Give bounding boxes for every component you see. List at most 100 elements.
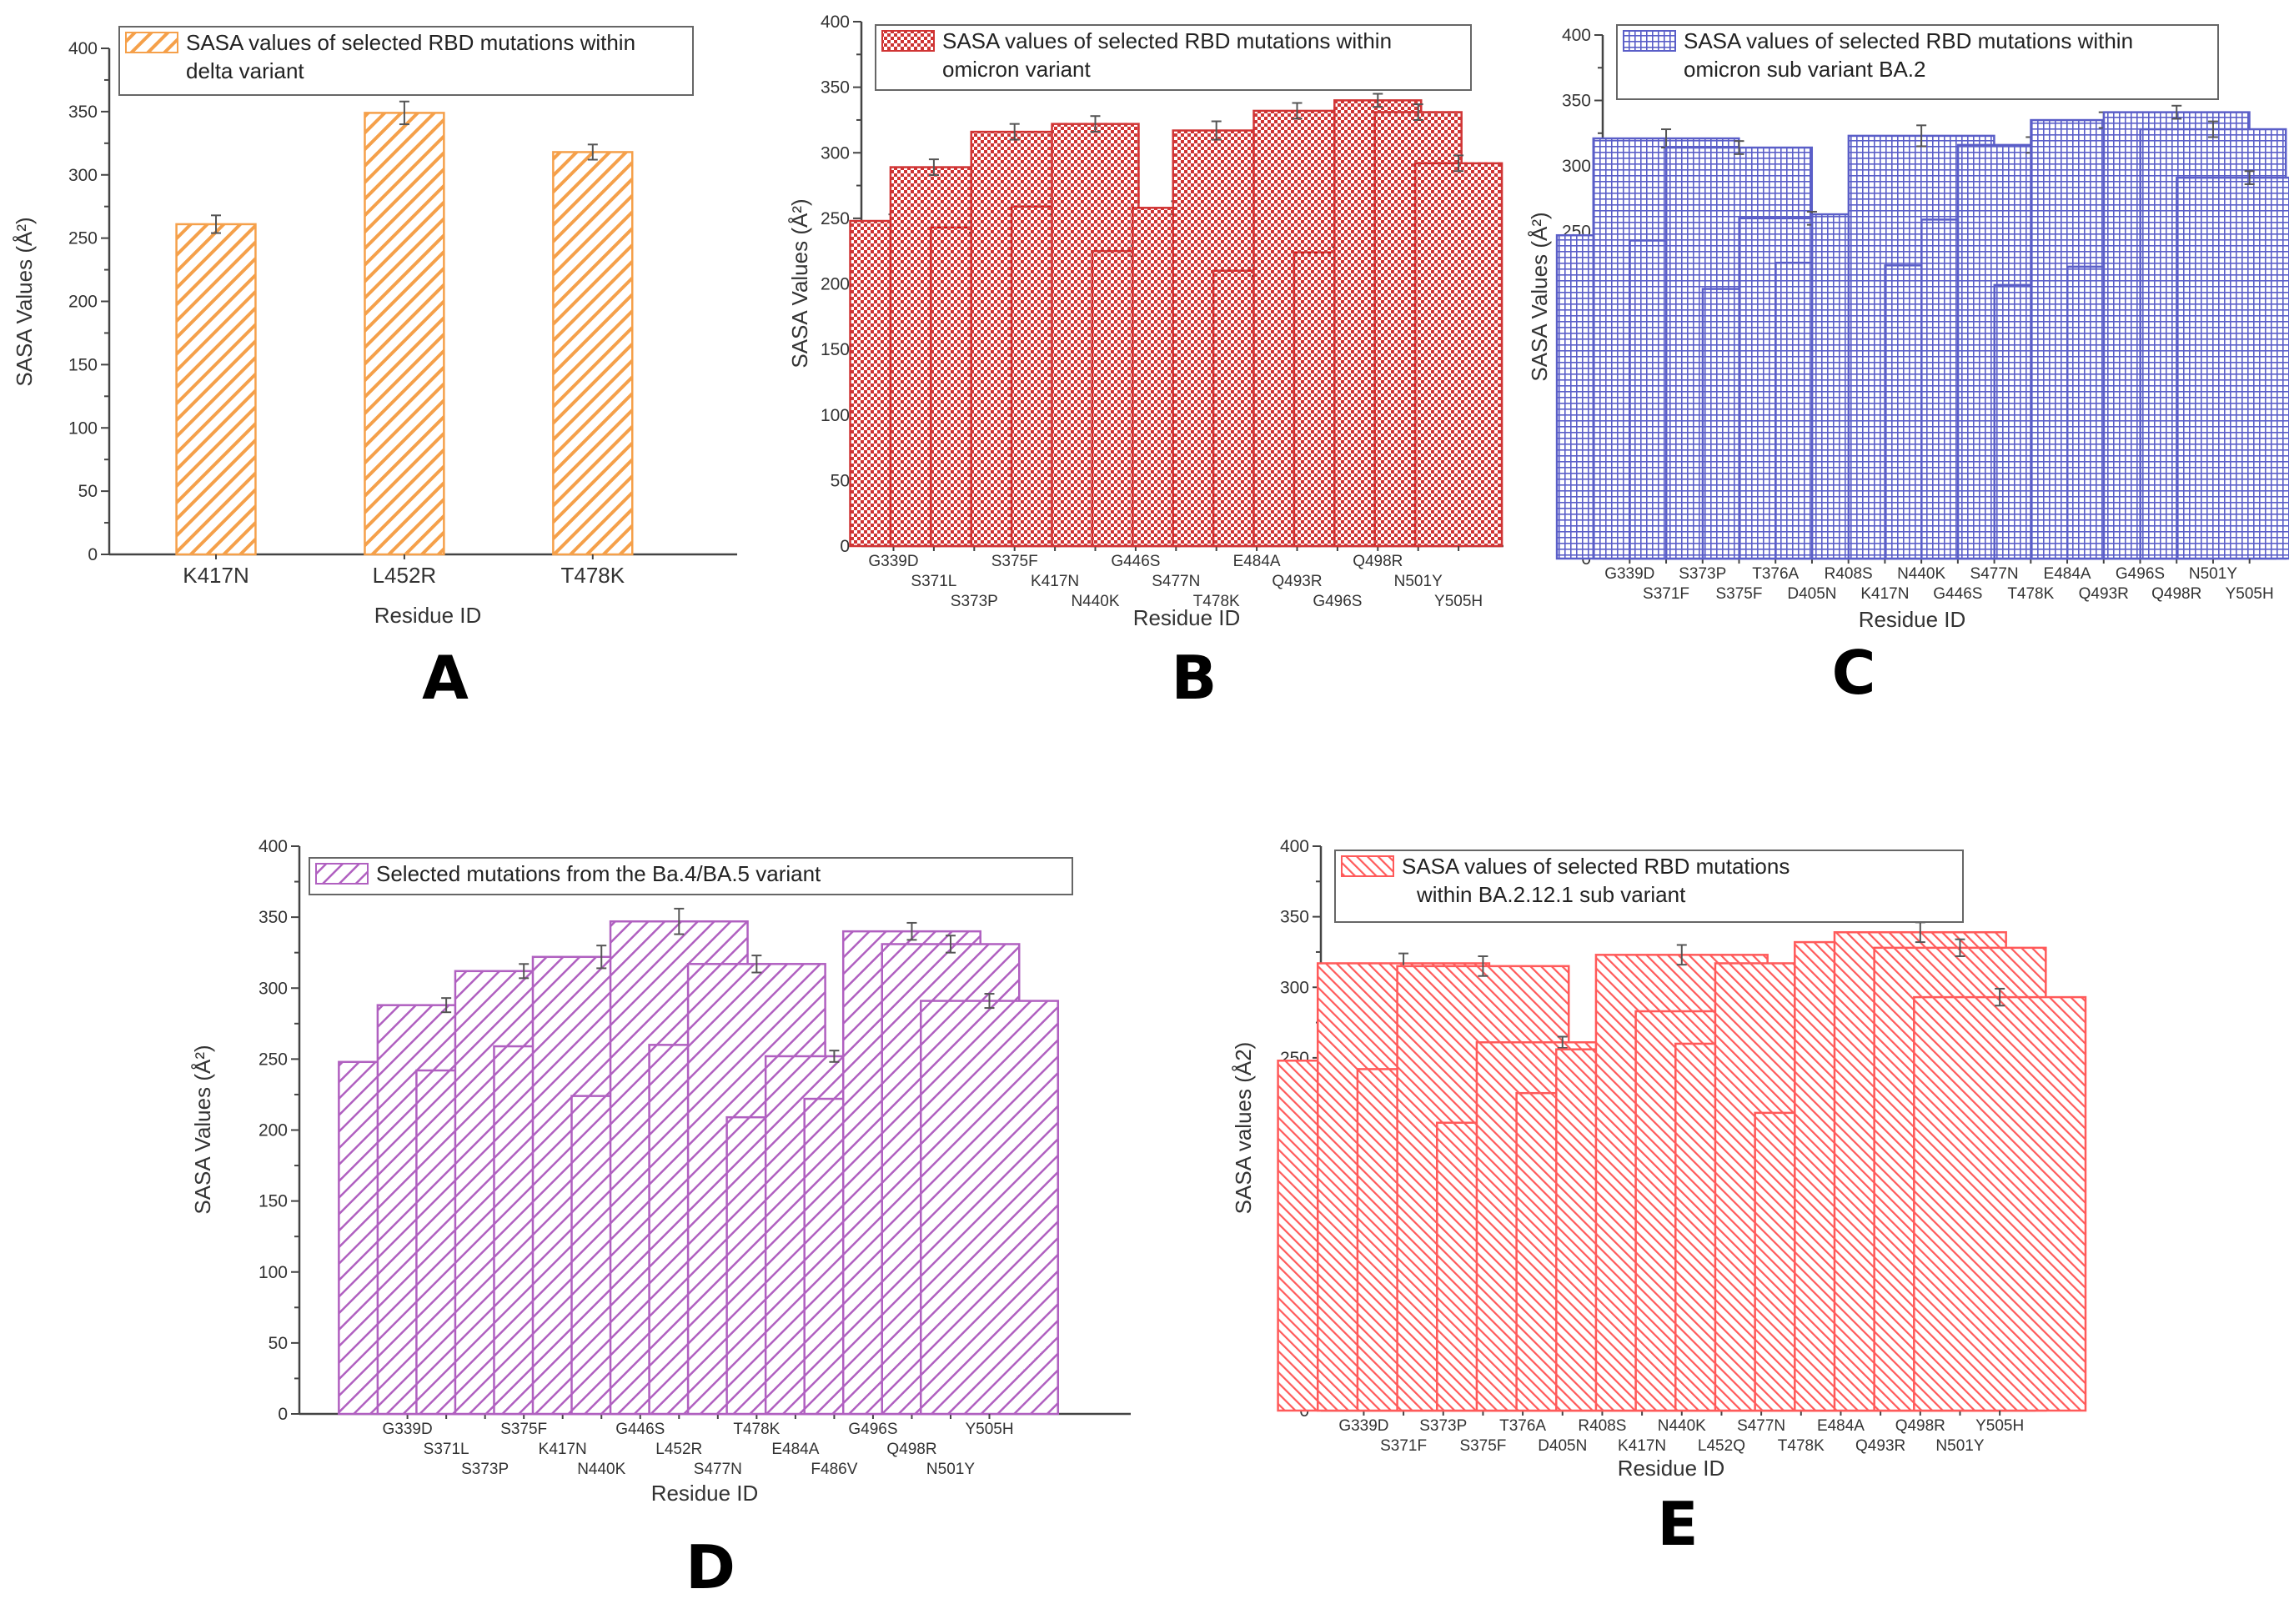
- legend-text: SASA values of selected RBD mutations wi…: [1684, 28, 2133, 53]
- x-tick-label: T478K: [1778, 1437, 1825, 1455]
- legend-swatch: [881, 30, 935, 52]
- x-tick-label: S477N: [1152, 573, 1200, 590]
- panel-label: E: [1657, 1489, 1698, 1559]
- legend-box: [1334, 850, 1964, 923]
- x-axis-title: Residue ID: [1859, 607, 1966, 632]
- legend: Selected mutations from the Ba.4/BA.5 va…: [309, 857, 1073, 895]
- y-axis-title: SASA Values (Å²): [12, 217, 37, 386]
- x-tick-label: N440K: [577, 1461, 625, 1478]
- x-tick-label: Q498R: [1895, 1417, 1945, 1435]
- legend: SASA values of selected RBD mutations wi…: [875, 24, 1472, 91]
- legend-text: Selected mutations from the Ba.4/BA.5 va…: [376, 861, 821, 886]
- x-tick-label: T478K: [1193, 593, 1240, 610]
- legend-box: [875, 24, 1472, 91]
- panel-label: D: [685, 1532, 735, 1602]
- y-tick-label: 400: [1562, 26, 1591, 45]
- x-tick-label: G339D: [383, 1421, 433, 1438]
- x-tick-label: K417N: [183, 563, 249, 588]
- x-axis-title: Residue ID: [374, 603, 482, 628]
- y-tick-label: 300: [68, 166, 98, 185]
- x-tick-label: G339D: [1604, 565, 1654, 583]
- x-axis-title: Residue ID: [1618, 1456, 1725, 1481]
- x-axis-title: Residue ID: [651, 1481, 759, 1506]
- x-tick-label: N501Y: [1935, 1437, 1984, 1455]
- y-tick-label: 150: [259, 1192, 288, 1211]
- x-tick-label: S477N: [1737, 1417, 1785, 1435]
- x-tick-label: K417N: [1618, 1437, 1666, 1455]
- chart-panel-a: 0 50 100 150 200 250 300 350 400 K417N L452R T478K R…: [12, 26, 737, 713]
- legend-text: SASA values of selected RBD mutations: [1402, 854, 1790, 879]
- y-tick-label: 400: [68, 39, 98, 58]
- x-tick-label: S375F: [991, 553, 1038, 570]
- x-tick-label: S371F: [1380, 1437, 1427, 1455]
- y-tick-label: 100: [821, 406, 850, 425]
- legend: SASA values of selected RBD mutations wi…: [118, 26, 694, 96]
- y-tick-label: 250: [821, 209, 850, 228]
- x-tick-label: Y505H: [965, 1421, 1013, 1438]
- legend-text: within BA.2.12.1 sub variant: [1416, 882, 1686, 907]
- panel-label: B: [1172, 643, 1217, 713]
- bar-T478K: [552, 151, 634, 556]
- x-tick-label: G496S: [1313, 593, 1362, 610]
- y-tick-label: 400: [821, 13, 850, 32]
- x-tick-label: N440K: [1658, 1417, 1706, 1435]
- x-tick-label: R408S: [1825, 565, 1873, 583]
- bar-Y505H: [1413, 162, 1503, 548]
- y-tick-label: 400: [259, 837, 288, 856]
- x-tick-label: S375F: [1459, 1437, 1506, 1455]
- x-tick-label: G446S: [1933, 585, 1982, 603]
- x-tick-label: N440K: [1071, 593, 1119, 610]
- x-tick-label: S375F: [1716, 585, 1763, 603]
- chart-panel-b: 0 50 100 150 200 250 300 350 400 G339D S371L S373P S…: [787, 13, 1503, 713]
- chart-panel-e: 050100150200250300350400G339DS371FS373PS…: [1231, 837, 2087, 1559]
- bar-Y505H: [920, 1000, 1060, 1416]
- legend: SASA values of selected RBD mutations wi…: [1616, 24, 2219, 100]
- y-tick-label: 250: [68, 229, 98, 248]
- y-tick-label: 250: [259, 1050, 288, 1069]
- x-tick-label: G339D: [1338, 1417, 1388, 1435]
- x-tick-label: S477N: [694, 1461, 742, 1478]
- x-tick-label: T376A: [1752, 565, 1799, 583]
- x-tick-label: S375F: [500, 1421, 547, 1438]
- y-axis-title: SASA Values (Å²): [787, 198, 812, 368]
- legend-swatch: [125, 32, 178, 53]
- x-tick-label: D405N: [1787, 585, 1836, 603]
- x-tick-label: Y505H: [1434, 593, 1483, 610]
- x-tick-label: Q493R: [1272, 573, 1322, 590]
- x-tick-label: Y505H: [1975, 1417, 2024, 1435]
- x-tick-label: N440K: [1897, 565, 1945, 583]
- y-tick-label: 0: [88, 545, 98, 564]
- x-tick-label: S371L: [911, 573, 956, 590]
- bar-Y505H: [2176, 176, 2289, 560]
- y-tick-label: 0: [278, 1405, 288, 1424]
- y-tick-label: 200: [821, 275, 850, 294]
- y-axis-title: SASA values (Å2): [1231, 1042, 1256, 1215]
- x-axis-title: Residue ID: [1133, 605, 1241, 630]
- legend-text: SASA values of selected RBD mutations wi…: [186, 30, 635, 55]
- y-tick-label: 300: [1280, 978, 1309, 997]
- y-tick-label: 100: [68, 419, 98, 438]
- bar-Y505H: [1913, 995, 2087, 1412]
- bar-K417N: [175, 223, 257, 556]
- panel-label: C: [1832, 638, 1876, 708]
- y-axis-title: SASA Values (Å²): [190, 1045, 215, 1214]
- y-tick-label: 350: [259, 908, 288, 927]
- y-tick-label: 350: [821, 78, 850, 98]
- x-tick-label: N501Y: [2189, 565, 2237, 583]
- chart-panel-c: 050100150200250300350400G339DS371FS373PS…: [1527, 24, 2289, 708]
- x-tick-label: E484A: [2044, 565, 2091, 583]
- x-tick-label: L452R: [373, 563, 437, 588]
- legend-swatch: [1341, 855, 1394, 877]
- y-tick-label: 50: [831, 471, 850, 490]
- bar-L452R: [364, 112, 445, 556]
- x-tick-label: D405N: [1538, 1437, 1587, 1455]
- x-tick-label: F486V: [811, 1461, 857, 1478]
- y-tick-label: 150: [68, 355, 98, 374]
- y-tick-label: 350: [68, 103, 98, 122]
- x-tick-label: S373P: [1419, 1417, 1467, 1435]
- y-tick-label: 200: [68, 293, 98, 312]
- legend-box: [1616, 24, 2219, 100]
- legend-text: delta variant: [186, 58, 304, 83]
- x-tick-label: S477N: [1970, 565, 2019, 583]
